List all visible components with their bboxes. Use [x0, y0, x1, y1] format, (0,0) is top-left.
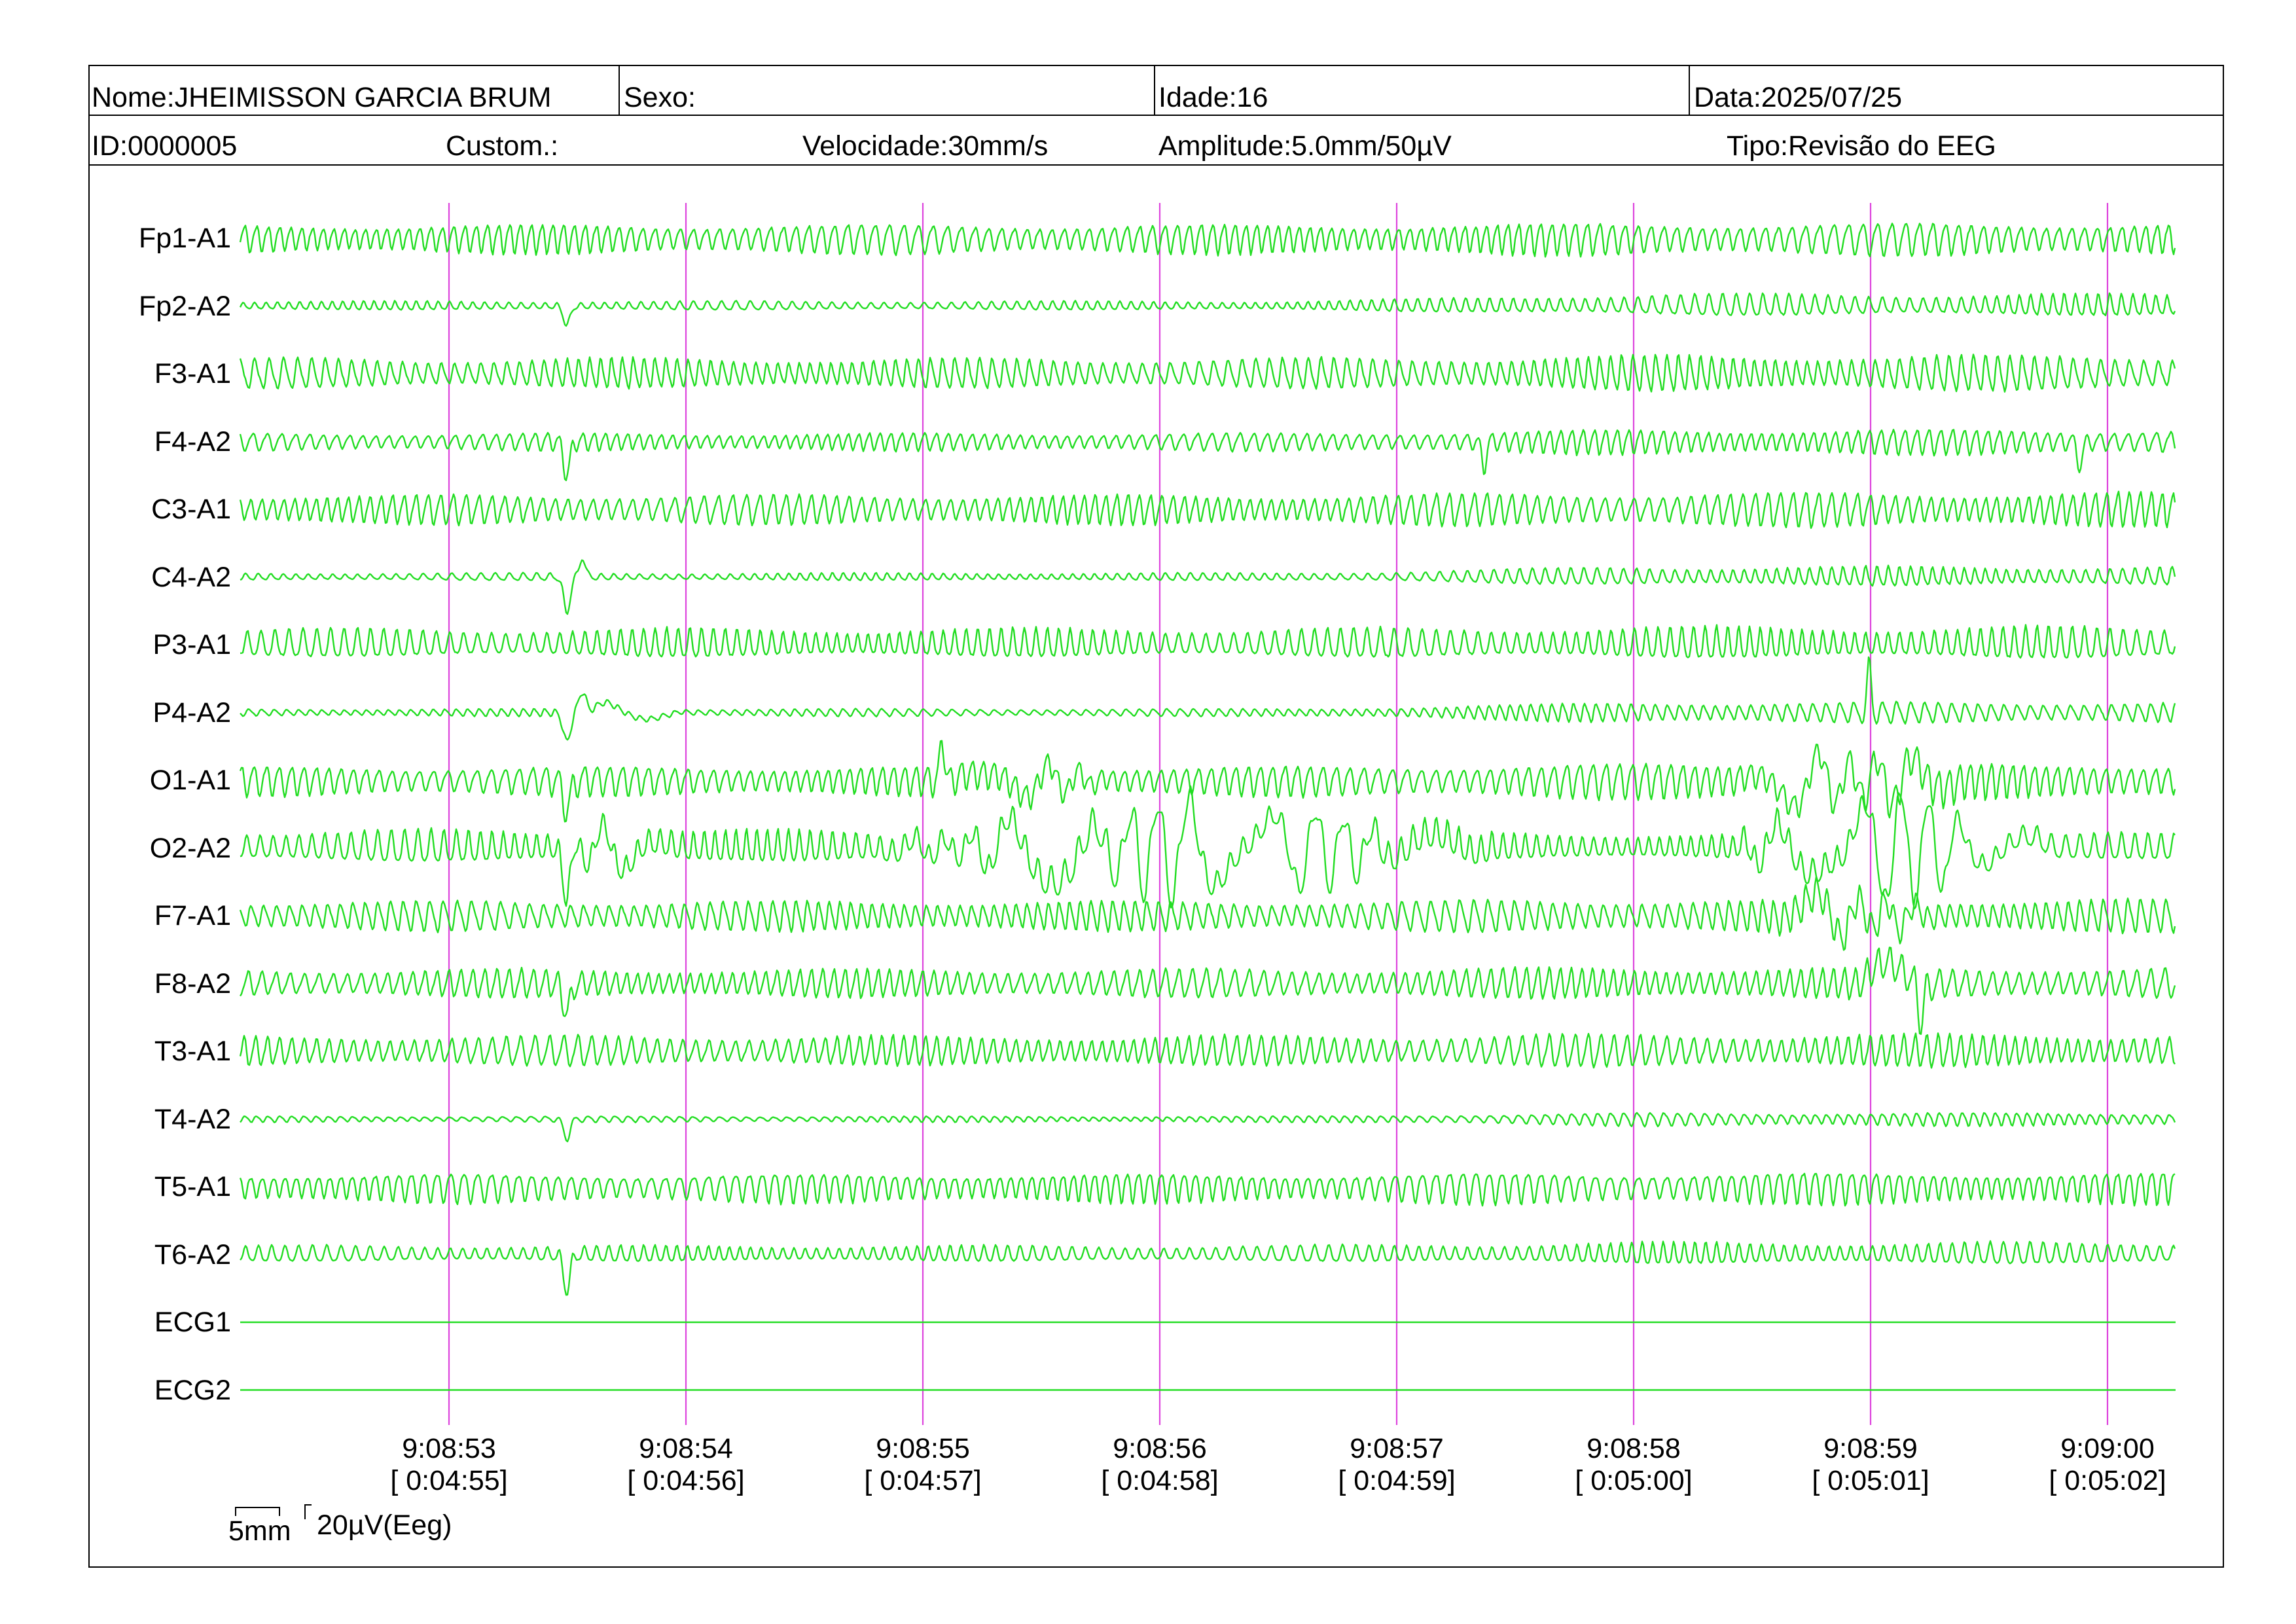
trace-o1-a1 [239, 740, 2176, 823]
channel-label: T5-A1 [154, 1171, 231, 1202]
trace-fp2-a2 [239, 292, 2176, 327]
trace-f8-a2 [239, 947, 2176, 1035]
channel-label: F3-A1 [154, 358, 231, 389]
header-column-divider [1154, 65, 1155, 115]
amplitude-scale-bracket [304, 1504, 312, 1519]
eeg-waveforms [239, 223, 2176, 1391]
amplitude-scale-label: 20µV(Eeg) [317, 1509, 452, 1541]
time-elapsed-label: [ 0:05:01] [1812, 1465, 1929, 1496]
time-clock-label: 9:08:59 [1823, 1433, 1918, 1464]
channel-label: ECG1 [154, 1307, 231, 1338]
channel-label: O2-A2 [149, 832, 231, 864]
scale-bar [235, 1504, 312, 1519]
channel-label: Fp2-A2 [138, 290, 231, 322]
trace-f4-a2 [239, 429, 2176, 481]
trace-c4-a2 [240, 559, 2176, 615]
trace-p3-a1 [240, 624, 2176, 659]
report-frame [88, 65, 2224, 1568]
trace-o2-a2 [240, 785, 2176, 910]
time-clock-label: 9:08:53 [402, 1433, 496, 1464]
patient-id: ID:0000005 [92, 130, 238, 162]
trace-fp1-a1 [239, 223, 2176, 258]
channel-label: T6-A2 [154, 1238, 231, 1271]
channel-label: Fp1-A1 [138, 223, 231, 254]
channel-label: C4-A2 [151, 561, 231, 593]
trace-t6-a2 [240, 1240, 2176, 1296]
trace-t3-a1 [239, 1032, 2176, 1069]
patient-sex: Sexo: [624, 82, 696, 113]
time-clock-label: 9:09:00 [2060, 1433, 2155, 1464]
custom-field: Custom.: [446, 130, 559, 162]
time-elapsed-label: [ 0:04:57] [864, 1465, 982, 1496]
time-scale-bracket [235, 1507, 280, 1516]
channel-label: P4-A2 [152, 696, 231, 729]
time-elapsed-label: [ 0:05:02] [2049, 1465, 2166, 1496]
patient-name: Nome:JHEIMISSON GARCIA BRUM [92, 82, 552, 113]
trace-c3-a1 [239, 490, 2176, 529]
channel-label: F7-A1 [154, 900, 231, 931]
time-clock-label: 9:08:58 [1587, 1433, 1681, 1464]
trace-f3-a1 [239, 353, 2176, 393]
time-clock-label: 9:08:56 [1113, 1433, 1207, 1464]
header-column-divider [619, 65, 620, 115]
channel-label: F8-A2 [154, 967, 231, 1000]
channel-label: O1-A1 [149, 765, 231, 796]
channel-label: F4-A2 [154, 425, 231, 458]
exam-date: Data:2025/07/25 [1694, 82, 1902, 113]
trace-p4-a2 [240, 656, 2176, 741]
time-elapsed-label: [ 0:04:56] [627, 1465, 745, 1496]
trace-f7-a1 [239, 876, 2176, 951]
report-type: Tipo:Revisão do EEG [1727, 130, 1996, 162]
channel-label: T4-A2 [154, 1103, 231, 1135]
paper-speed: Velocidade:30mm/s [802, 130, 1049, 162]
second-markers [448, 203, 2109, 1425]
time-elapsed-label: [ 0:04:55] [390, 1465, 508, 1496]
trace-t4-a2 [240, 1111, 2176, 1143]
time-clock-label: 9:08:54 [639, 1433, 733, 1464]
header-column-divider [1689, 65, 1690, 115]
time-elapsed-label: [ 0:05:00] [1575, 1465, 1693, 1496]
channel-label: P3-A1 [152, 629, 231, 660]
time-clock-label: 9:08:55 [876, 1433, 970, 1464]
trace-t5-a1 [239, 1172, 2176, 1207]
channel-label: C3-A1 [151, 494, 231, 525]
time-elapsed-label: [ 0:04:59] [1338, 1465, 1456, 1496]
header-divider-1 [88, 115, 2223, 116]
amplitude-setting: Amplitude:5.0mm/50µV [1158, 130, 1452, 162]
channel-label: T3-A1 [154, 1036, 231, 1067]
header-divider-2 [88, 164, 2223, 166]
time-elapsed-label: [ 0:04:58] [1101, 1465, 1219, 1496]
channel-label: ECG2 [154, 1374, 231, 1406]
time-scale-label: 5mm [228, 1515, 291, 1547]
patient-age: Idade:16 [1158, 82, 1268, 113]
time-clock-label: 9:08:57 [1350, 1433, 1444, 1464]
